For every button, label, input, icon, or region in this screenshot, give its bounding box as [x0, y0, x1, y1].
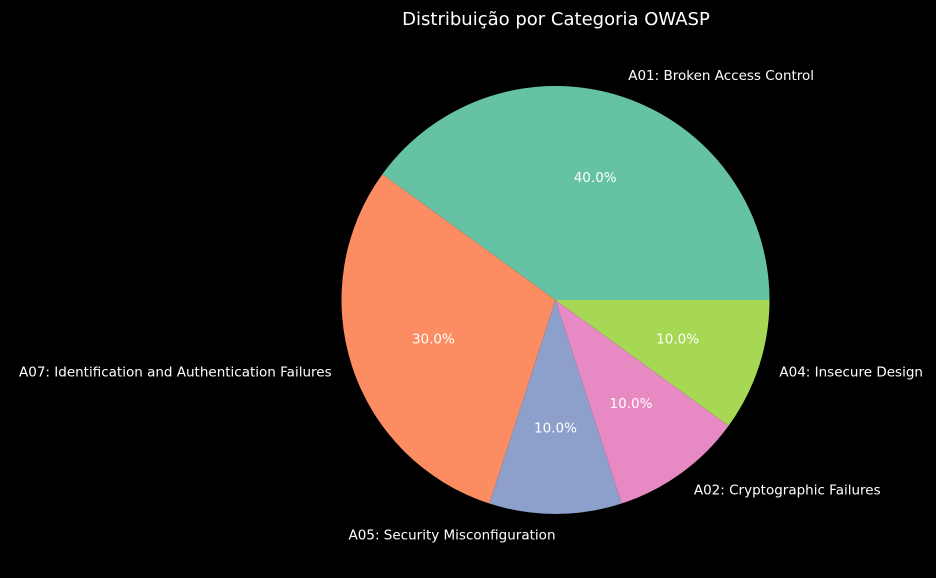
slice-category-label: A02: Cryptographic Failures	[694, 482, 881, 498]
slice-percent-label: 10.0%	[534, 420, 577, 436]
pie-labels: 40.0% A01: Broken Access Control 30.0% A07:…	[19, 68, 923, 543]
slice-percent-label: 10.0%	[610, 396, 653, 412]
pie-slice	[555, 300, 770, 426]
pie-slice	[341, 174, 556, 504]
slice-category-label: A05: Security Misconfiguration	[349, 527, 556, 543]
slice-percent-label: 40.0%	[574, 170, 617, 186]
slice-category-label: A07: Identification and Authentication F…	[19, 365, 332, 381]
slice-category-label: A01: Broken Access Control	[628, 68, 814, 84]
slice-category-label: A04: Insecure Design	[779, 365, 923, 381]
slice-percent-label: 10.0%	[656, 332, 699, 348]
pie-slice	[555, 300, 729, 504]
slice-percent-label: 30.0%	[412, 332, 455, 348]
chart-title: Distribuição por Categoria OWASP	[402, 9, 710, 30]
pie-slice	[382, 86, 770, 300]
pie-slices	[341, 86, 770, 514]
pie-slice	[489, 300, 622, 514]
